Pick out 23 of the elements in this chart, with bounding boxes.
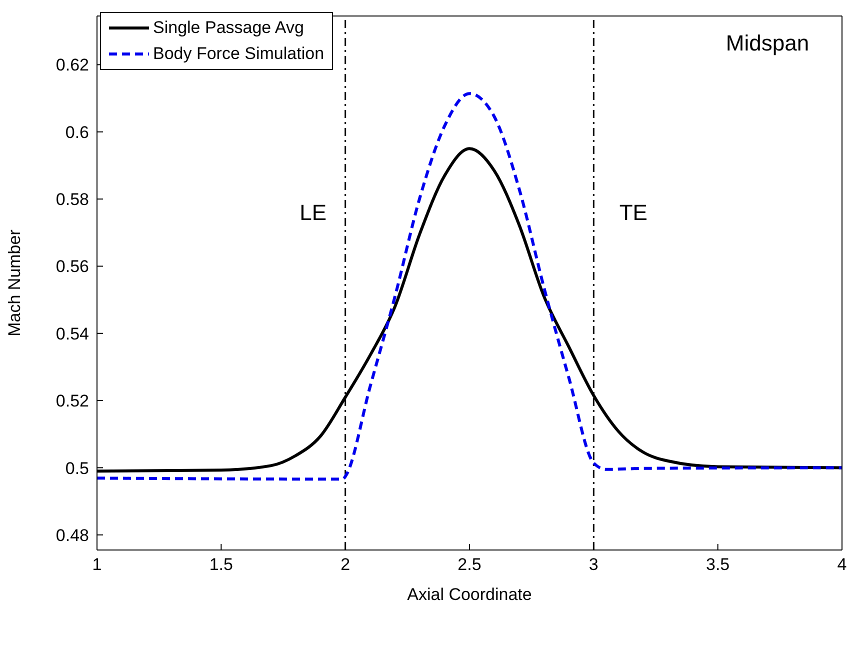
legend-label: Body Force Simulation: [153, 43, 324, 65]
x-tick-label: 2: [340, 555, 350, 574]
x-tick-label: 1: [92, 555, 102, 574]
y-tick-label: 0.48: [56, 526, 89, 545]
y-tick-label: 0.58: [56, 190, 89, 210]
legend-label: Single Passage Avg: [153, 17, 304, 39]
annotation: Midspan: [726, 30, 810, 56]
y-tick-label: 0.5: [65, 458, 89, 478]
x-axis-title: Axial Coordinate: [407, 585, 532, 604]
y-tick-label: 0.52: [56, 392, 89, 411]
y-tick-label: 0.62: [56, 56, 89, 75]
line-series: [97, 92, 842, 481]
x-tick-label: 4: [837, 555, 847, 574]
y-axis-title: Mach Number: [5, 229, 24, 336]
annotation: LE: [300, 200, 327, 225]
x-tick-label: 3.5: [706, 555, 730, 574]
y-tick-label: 0.54: [56, 324, 89, 344]
x-tick-label: 3: [588, 555, 598, 574]
annotation: TE: [619, 200, 648, 225]
x-tick-label: 1.5: [209, 555, 233, 574]
y-tick-label: 0.56: [56, 257, 89, 276]
x-tick-label: 2.5: [458, 555, 482, 574]
y-tick-label: 0.6: [65, 122, 89, 142]
